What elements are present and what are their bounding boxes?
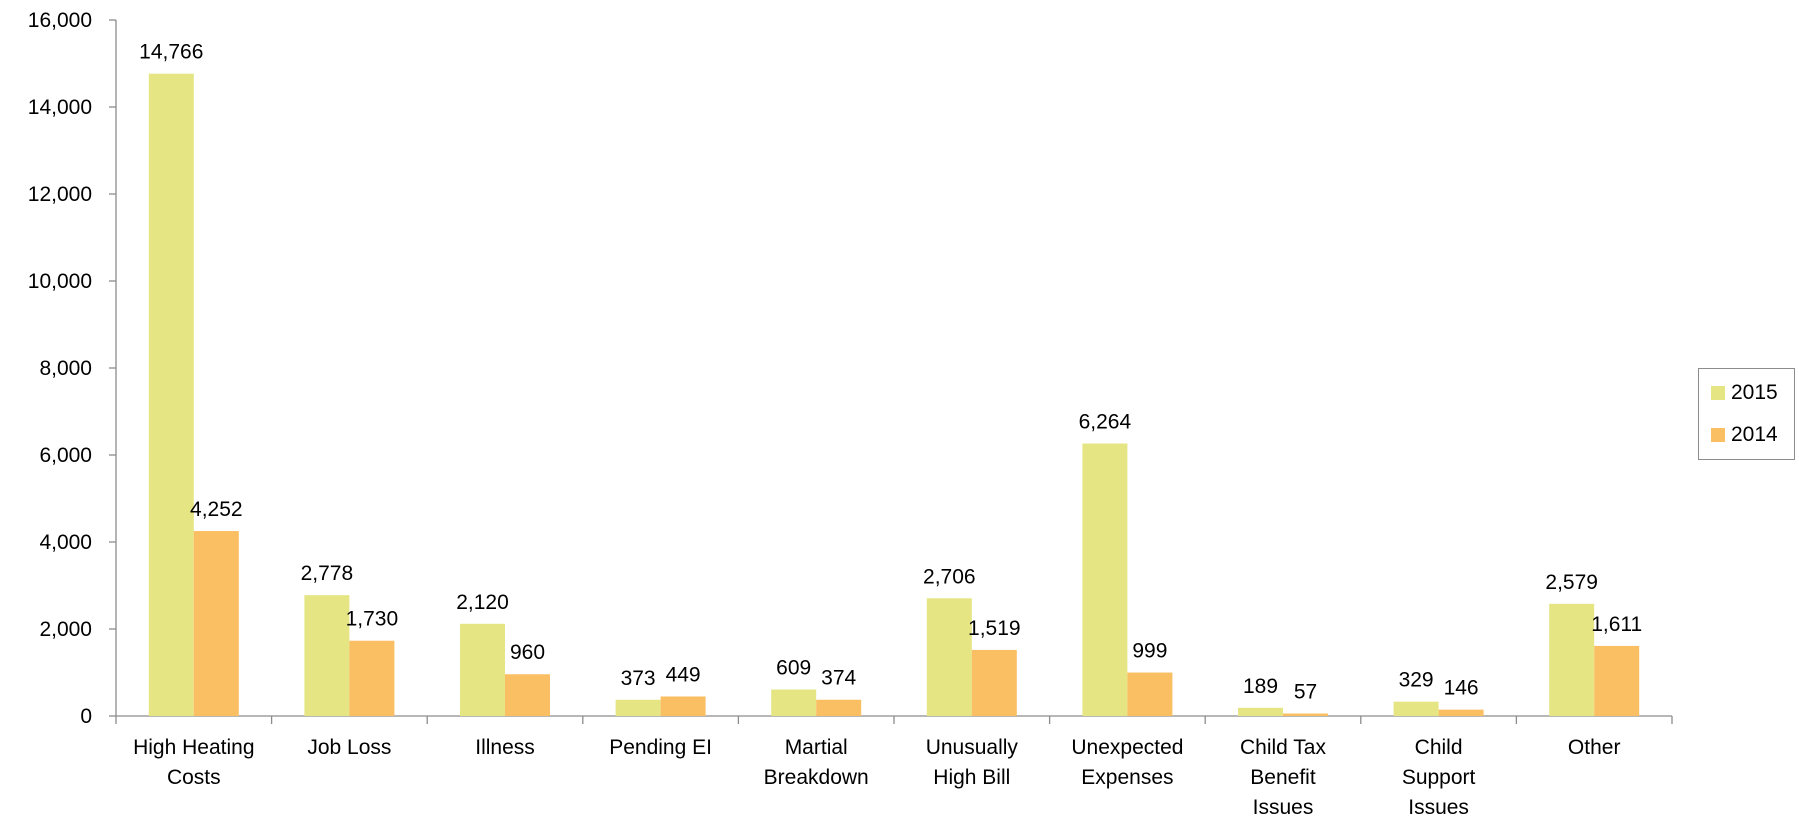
bar-2015	[615, 699, 661, 716]
bar-2014	[816, 699, 862, 716]
legend-item-2014: 2014	[1711, 423, 1778, 447]
legend-label-2015: 2015	[1731, 381, 1778, 404]
data-label-2014: 449	[666, 663, 701, 686]
bar-2014	[193, 531, 239, 716]
category-label: Unexpected Expenses	[1071, 736, 1183, 789]
data-label-2014: 146	[1444, 677, 1479, 700]
data-label-2014: 57	[1294, 681, 1317, 704]
bar-2014	[1127, 672, 1173, 716]
bar-2014	[1283, 713, 1328, 716]
category-label: Child Support Issues	[1402, 736, 1476, 819]
bar-2015	[1082, 443, 1128, 716]
bar-2014	[1438, 709, 1484, 716]
category-label: Pending EI	[609, 736, 712, 759]
data-label-2014: 374	[821, 667, 856, 690]
category-label: Job Loss	[307, 736, 391, 759]
bar-2014	[349, 640, 395, 716]
data-label-2014: 1,519	[968, 617, 1021, 640]
bars	[148, 73, 1640, 716]
legend-item-2015: 2015	[1711, 381, 1778, 405]
bar-2015	[926, 598, 972, 716]
bar-2015	[304, 595, 350, 716]
bar-2014	[660, 696, 706, 716]
y-tick-label: 14,000	[28, 96, 92, 119]
legend-label-2014: 2014	[1731, 423, 1778, 446]
category-label: Other	[1568, 736, 1621, 759]
bar-2014	[505, 674, 550, 716]
legend: 2015 2014	[1698, 368, 1795, 460]
category-label: Unusually High Bill	[926, 736, 1019, 789]
category-labels: High Heating Costs Job Loss Illness Pending …	[133, 736, 1620, 819]
data-label-2015: 14,766	[139, 41, 203, 64]
data-label-2015: 6,264	[1079, 411, 1132, 434]
y-tick-label: 6,000	[39, 444, 92, 467]
legend-swatch-2014	[1711, 428, 1725, 442]
data-label-2014: 999	[1132, 640, 1167, 663]
bar-2014	[971, 649, 1017, 716]
bar-2015	[148, 73, 194, 716]
data-label-2015: 2,579	[1545, 571, 1598, 594]
bar-2014	[1594, 645, 1640, 716]
data-label-2015: 373	[621, 667, 656, 690]
y-tick-label: 10,000	[28, 270, 92, 293]
legend-swatch-2015	[1711, 386, 1725, 400]
category-label: Illness	[475, 736, 535, 759]
data-label-2015: 329	[1399, 669, 1434, 692]
y-tick-label: 0	[80, 705, 92, 728]
y-tick-label: 4,000	[39, 531, 92, 554]
category-label: Child Tax Benefit Issues	[1240, 736, 1326, 819]
data-label-2014: 960	[510, 641, 545, 664]
y-tick-label: 8,000	[39, 357, 92, 380]
data-label-2014: 1,611	[1591, 613, 1642, 636]
data-label-2014: 1,730	[346, 608, 399, 631]
data-label-2015: 189	[1243, 675, 1278, 698]
value-labels: 14,766 4,252 2,778 1,730 2,120 960 373 449 609 37…	[139, 41, 1642, 704]
bar-2015	[460, 623, 505, 716]
category-label: High Heating Costs	[133, 736, 254, 789]
category-label: Martial Breakdown	[764, 736, 869, 789]
y-axis: 0 2,000 4,000 6,000 8,000 10,000 12,000 14,000 1…	[28, 9, 117, 728]
data-label-2015: 2,706	[923, 565, 976, 588]
x-axis	[115, 715, 1673, 724]
data-label-2015: 609	[776, 657, 811, 680]
y-tick-label: 2,000	[39, 618, 92, 641]
bar-2015	[1549, 603, 1595, 716]
bar-2015	[1393, 701, 1439, 716]
data-label-2015: 2,120	[456, 591, 509, 614]
bar-2015	[771, 689, 817, 716]
y-tick-label: 16,000	[28, 9, 92, 32]
bar-2015	[1238, 707, 1283, 716]
data-label-2014: 4,252	[190, 498, 243, 521]
y-tick-label: 12,000	[28, 183, 92, 206]
data-label-2015: 2,778	[301, 562, 354, 585]
